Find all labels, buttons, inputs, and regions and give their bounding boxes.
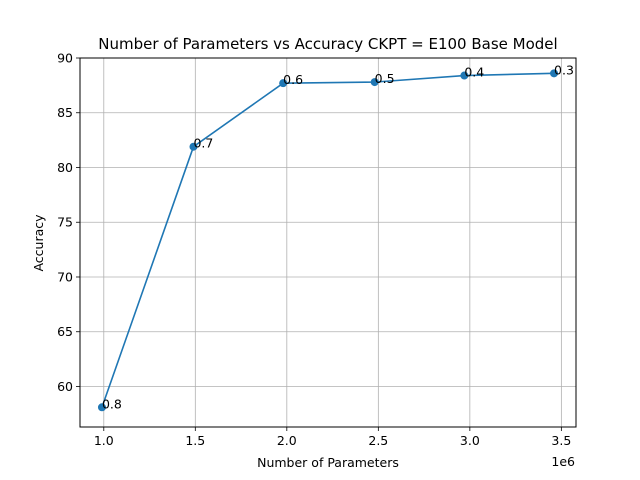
data-point	[550, 69, 559, 78]
y-axis-title: Accuracy	[31, 214, 46, 272]
x-tick-label: 3.0	[460, 433, 480, 448]
y-tick-label: 80	[57, 160, 73, 175]
y-tick-label: 60	[57, 379, 73, 394]
x-tick-label: 3.5	[551, 433, 571, 448]
y-tick-label: 65	[57, 324, 73, 339]
data-point	[279, 79, 288, 88]
y-tick-label: 75	[57, 215, 73, 230]
chart-title: Number of Parameters vs Accuracy CKPT = …	[98, 35, 557, 53]
point-label: 0.7	[193, 136, 213, 151]
y-tick-label: 70	[57, 269, 73, 284]
point-label: 0.6	[283, 72, 303, 87]
point-label: 0.4	[464, 65, 484, 80]
y-tick-label: 90	[57, 51, 73, 66]
x-axis-title: Number of Parameters	[257, 455, 399, 470]
x-tick-label: 1.5	[185, 433, 205, 448]
point-label: 0.8	[102, 396, 122, 411]
series: 0.8 0.7 0.6 0.5 0.4 0.3	[97, 62, 574, 412]
data-point	[370, 78, 379, 87]
data-point	[460, 71, 469, 80]
point-label: 0.5	[375, 71, 395, 86]
x-tick-label: 1.0	[94, 433, 114, 448]
y-tick-label: 85	[57, 105, 73, 120]
point-label: 0.3	[554, 62, 574, 77]
series-line	[101, 72, 555, 408]
x-axis-offset-label: 1e6	[551, 454, 575, 469]
data-point	[97, 403, 106, 412]
x-tick-label: 2.5	[368, 433, 388, 448]
plot-frame	[79, 57, 577, 428]
data-point	[189, 142, 198, 151]
x-tick-label: 2.0	[277, 433, 297, 448]
ticks: 1.0 1.5 2.0 2.5 3.0 3.5 60 65 70 75 80 85 90	[57, 51, 571, 449]
